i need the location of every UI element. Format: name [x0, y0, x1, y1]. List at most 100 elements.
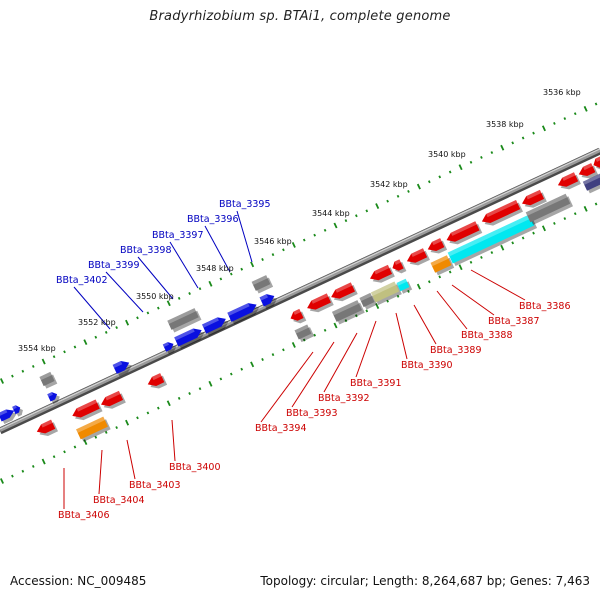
lower-tick [438, 275, 442, 279]
gene-reverse[interactable] [520, 189, 547, 211]
upper-tick [104, 330, 108, 334]
upper-tick [355, 214, 358, 218]
gene-forward[interactable] [174, 325, 206, 350]
upper-tick [511, 141, 515, 145]
gene-label[interactable]: BBta_3398 [120, 245, 172, 256]
lower-tick [177, 396, 181, 400]
upper-tick [427, 180, 431, 184]
lower-tick [532, 231, 535, 235]
gene-reverse[interactable] [591, 156, 600, 173]
leader-line [137, 256, 174, 300]
gene-label[interactable]: BBta_3389 [430, 345, 482, 356]
lower-tick [229, 372, 233, 376]
upper-tick [594, 102, 598, 106]
gene-label[interactable]: BBta_3387 [488, 316, 540, 327]
gene-label[interactable]: BBta_3403 [129, 480, 181, 491]
gene-forward[interactable] [112, 357, 134, 377]
gene-reverse[interactable] [146, 372, 168, 392]
leader-line [204, 225, 231, 273]
gene-forward[interactable] [227, 300, 261, 326]
leader-line [470, 269, 526, 301]
tick-track [0, 102, 598, 484]
gene-label[interactable]: BBta_3392 [318, 393, 370, 404]
lower-tick [250, 361, 255, 368]
gene-label[interactable]: BBta_3393 [286, 408, 338, 419]
gene-reverse[interactable] [35, 419, 59, 439]
gene-reverse[interactable] [305, 293, 334, 316]
gene-label[interactable]: BBta_3394 [255, 423, 307, 434]
gene-label[interactable]: BBta_3391 [350, 378, 402, 389]
gene-grey[interactable] [525, 193, 574, 225]
upper-tick [198, 287, 202, 291]
gene-reverse[interactable] [368, 264, 395, 286]
gene-label[interactable]: BBta_3402 [56, 275, 108, 286]
upper-tick [583, 105, 588, 112]
gene-label[interactable]: BBta_3397 [152, 230, 204, 241]
upper-tick [250, 261, 255, 268]
upper-tick [573, 112, 577, 116]
gene-grey[interactable] [251, 274, 274, 294]
lower-tick [458, 264, 463, 271]
gene-reverse[interactable] [426, 237, 448, 257]
kbp-label: 3546 kbp [254, 237, 292, 246]
lower-tick [396, 294, 400, 298]
upper-tick [240, 267, 244, 271]
gene-label[interactable]: BBta_3399 [88, 260, 140, 271]
upper-tick [521, 136, 525, 140]
gene-label[interactable]: BBta_3388 [461, 330, 513, 341]
gene-reverse[interactable] [99, 390, 126, 412]
gene-forward[interactable] [0, 406, 19, 425]
gene-forward[interactable] [12, 403, 24, 417]
gene-label[interactable]: BBta_3395 [219, 199, 271, 210]
lower-tick [490, 251, 494, 255]
gene-reverse[interactable] [288, 308, 307, 326]
gene-khaki[interactable] [370, 281, 402, 306]
gene-orange[interactable] [76, 416, 111, 442]
upper-tick [396, 194, 400, 198]
upper-tick [21, 369, 25, 373]
gene-grey[interactable] [39, 371, 58, 389]
gene-cyan[interactable] [396, 278, 413, 294]
gene-reverse[interactable] [556, 172, 581, 193]
kbp-label: 3544 kbp [312, 209, 350, 218]
gene-grey[interactable] [359, 292, 378, 310]
gene-forward[interactable] [202, 314, 231, 337]
gene-reverse[interactable] [70, 399, 103, 424]
lower-tick [11, 474, 14, 478]
gene-label[interactable]: BBta_3400 [169, 462, 221, 473]
gene-cyan[interactable] [447, 214, 538, 267]
gene-reverse[interactable] [329, 282, 358, 305]
gene-forward[interactable] [259, 291, 280, 310]
upper-tick [532, 131, 535, 135]
gene-label[interactable]: BBta_3406 [58, 510, 110, 521]
lower-tick [365, 309, 369, 313]
upper-tick [541, 125, 546, 132]
upper-tick [157, 306, 160, 310]
gene-grey[interactable] [331, 300, 365, 326]
gene-label[interactable]: BBta_3396 [187, 214, 239, 225]
gene-reverse[interactable] [480, 199, 523, 229]
gene-grey[interactable] [294, 324, 315, 343]
gene-reverse[interactable] [444, 221, 483, 248]
gene-orange[interactable] [430, 255, 455, 276]
upper-tick [407, 189, 410, 193]
gene-label[interactable]: BBta_3404 [93, 495, 145, 506]
gene-label[interactable]: BBta_3386 [519, 301, 571, 312]
gene-reverse[interactable] [577, 162, 599, 182]
upper-tick [323, 228, 327, 232]
upper-tick [480, 155, 483, 159]
lower-tick [188, 392, 191, 395]
lower-tick [261, 358, 264, 361]
gene-reverse[interactable] [405, 248, 430, 269]
upper-tick [229, 272, 233, 276]
gene-grey[interactable] [167, 308, 202, 334]
gene-reverse[interactable] [390, 259, 407, 276]
gene-forward[interactable] [47, 390, 61, 405]
upper-tick [291, 242, 296, 248]
gene-forward[interactable] [162, 340, 178, 355]
gene-label[interactable]: BBta_3390 [401, 360, 453, 371]
lower-tick [271, 353, 275, 357]
kbp-label: 3552 kbp [78, 318, 116, 327]
kbp-label: 3536 kbp [543, 88, 581, 97]
